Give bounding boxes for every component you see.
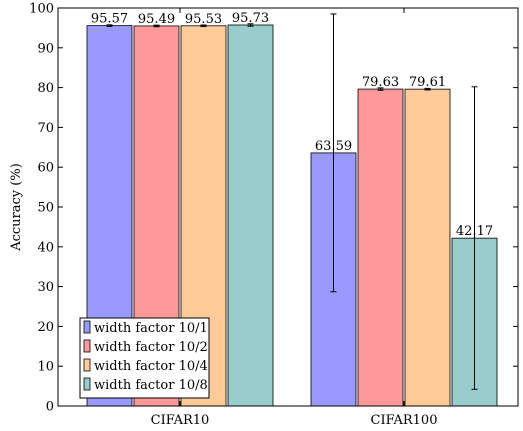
bar-1-1 bbox=[357, 88, 404, 407]
legend-label-0: width factor 10/1 bbox=[94, 321, 208, 336]
y-tick-label-1: 10 bbox=[37, 360, 54, 375]
legend-swatch-3 bbox=[83, 377, 91, 391]
data-label-0-2: 95.53 bbox=[185, 12, 222, 27]
y-tick-label-4: 40 bbox=[37, 240, 54, 255]
y-tick-label-5: 50 bbox=[37, 201, 54, 216]
legend-label-2: width factor 10/4 bbox=[94, 359, 208, 374]
bar-0-3 bbox=[227, 24, 274, 407]
data-labels-layer: 95.57 95.49 95.53 95.73 63.59 79.63 79.61 42.17 bbox=[91, 11, 493, 239]
bar-1-2 bbox=[404, 88, 451, 407]
y-tick-label-6: 60 bbox=[37, 161, 54, 176]
data-label-1-3: 42.17 bbox=[456, 224, 493, 239]
legend-swatch-1 bbox=[83, 339, 91, 353]
y-tick-label-10: 100 bbox=[29, 2, 54, 17]
data-label-1-2: 79.61 bbox=[409, 75, 446, 90]
x-tick-label-1: CIFAR100 bbox=[371, 413, 438, 428]
error-bars-layer bbox=[106, 13, 478, 390]
data-label-0-3: 95.73 bbox=[232, 11, 269, 26]
data-label-0-0: 95.57 bbox=[91, 12, 128, 27]
data-label-0-1: 95.49 bbox=[138, 12, 175, 27]
y-axis-title: Accuracy (%) bbox=[9, 163, 24, 252]
legend-label-1: width factor 10/2 bbox=[94, 340, 208, 355]
y-tick-label-2: 20 bbox=[37, 320, 54, 335]
x-axis: CIFAR10 CIFAR100 bbox=[151, 8, 438, 428]
data-label-1-0: 63.59 bbox=[315, 139, 352, 154]
legend-box bbox=[79, 317, 210, 399]
legend: width factor 10/1 width factor 10/2 width … bbox=[79, 317, 210, 399]
data-label-1-1: 79.63 bbox=[362, 75, 399, 90]
y-tick-label-8: 80 bbox=[37, 81, 54, 96]
legend-swatch-2 bbox=[83, 358, 91, 372]
y-tick-label-9: 90 bbox=[37, 41, 54, 56]
y-axis: 0 10 20 30 40 50 60 70 80 90 100 bbox=[29, 2, 518, 415]
y-tick-label-3: 30 bbox=[37, 280, 54, 295]
legend-swatch-0 bbox=[83, 320, 91, 334]
y-tick-label-0: 0 bbox=[46, 400, 54, 415]
legend-label-3: width factor 10/8 bbox=[94, 378, 208, 393]
y-tick-label-7: 70 bbox=[37, 121, 54, 136]
x-tick-label-0: CIFAR10 bbox=[151, 413, 210, 428]
